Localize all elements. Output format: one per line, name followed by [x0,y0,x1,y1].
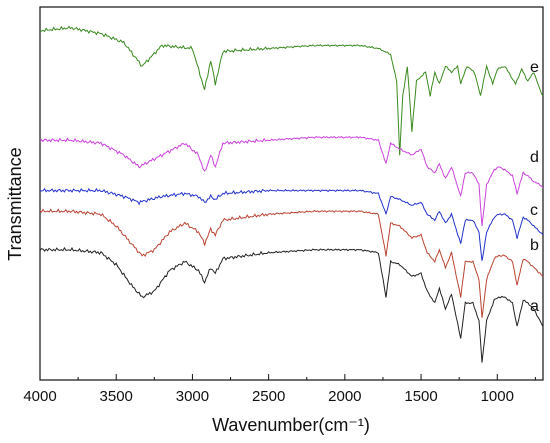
x-tick-label: 2000 [328,388,361,405]
series-label-a: a [530,298,539,315]
x-tick-label: 1500 [404,388,437,405]
x-axis-title: Wavenumber(cm⁻¹) [212,415,370,435]
series-label-c: c [530,202,538,219]
series-label-d: d [530,149,539,166]
x-tick-label: 4000 [23,388,56,405]
x-tick-label: 3000 [176,388,209,405]
x-tick-label: 1000 [481,388,514,405]
x-axis-ticks: 4000 3500 3000 2500 2000 1500 1000 [23,374,536,405]
series-layer: e d c b a [39,25,544,363]
series-line-e [39,25,544,156]
series-label-b: b [530,237,539,254]
x-tick-label: 3500 [100,388,133,405]
series-line-d [39,135,544,226]
plot-frame [39,6,544,381]
y-axis-title: Transmittance [5,147,25,260]
series-label-e: e [530,59,539,76]
x-tick-label: 2500 [252,388,285,405]
series-line-b [39,208,544,318]
series-line-c [39,187,544,261]
series-line-a [39,246,544,363]
